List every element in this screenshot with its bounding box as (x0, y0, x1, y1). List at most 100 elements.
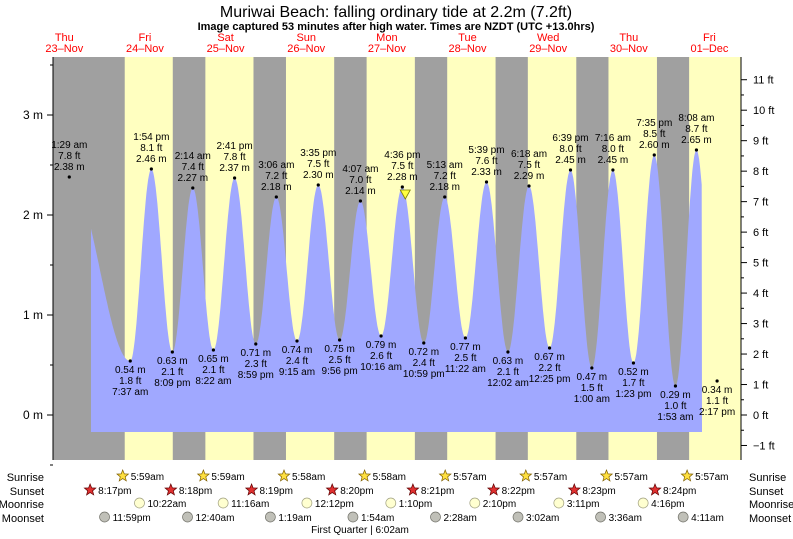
low-tide-point (422, 341, 426, 345)
high-tide-time: 6:18 am (511, 149, 547, 160)
moonrise-icon (134, 497, 145, 509)
day-of-week-label: Sat (217, 32, 234, 44)
low-tide-meters: 0.71 m (240, 348, 271, 359)
current-tide-marker (399, 189, 411, 200)
sunset-row-label-right: Sunset (749, 486, 783, 498)
right-axis: −1 ft 0 ft 1 ft 2 ft 3 ft 4 ft 5 ft 6 ft 7 ft 8 f… (740, 57, 775, 460)
high-tide-meters: 2.14 m (345, 186, 376, 197)
day-date-label: 24–Nov (126, 43, 164, 55)
high-tide-time: 1:29 am (51, 140, 87, 151)
high-tide-point (233, 176, 237, 180)
low-tide-time: 10:16 am (360, 362, 402, 373)
high-tide-point (694, 148, 699, 152)
low-tide-feet: 1.1 ft (706, 396, 728, 407)
moonset-row-label-left: Moonset (2, 513, 44, 525)
high-tide-time: 7:35 pm (636, 118, 672, 129)
moonrise-icon (301, 497, 313, 509)
sunset-time: 8:17pm (98, 486, 131, 497)
moonrise-time: 4:16pm (651, 499, 684, 510)
high-tide-time: 2:41 pm (217, 141, 253, 152)
high-tide-point (484, 180, 489, 184)
high-tide-feet: 7.8 ft (223, 152, 245, 163)
left-tick-label: 0 m (23, 408, 43, 422)
low-tide-feet: 2.5 ft (454, 353, 476, 364)
moonrise-time: 10:22am (147, 499, 186, 510)
low-tide-point (547, 346, 552, 350)
low-tide-meters: 0.47 m (577, 372, 608, 383)
high-tide-point (527, 184, 531, 188)
right-tick-label: 7 ft (753, 197, 768, 209)
high-tide-time: 4:36 pm (384, 150, 420, 161)
low-tide-meters: 0.67 m (534, 352, 565, 363)
sunrise-icon (438, 469, 452, 482)
low-tide-feet: 2.4 ft (413, 358, 435, 369)
low-tide-meters: 0.74 m (282, 345, 313, 356)
high-tide-point (67, 175, 71, 179)
low-tide-point (379, 334, 383, 338)
low-tide-feet: 1.0 ft (664, 401, 686, 412)
moonset-icon (265, 511, 276, 523)
sunrise-icon (519, 469, 533, 482)
high-tide-time: 3:35 pm (300, 148, 336, 159)
sunrise-time: 5:58am (292, 472, 325, 483)
tide-area (91, 150, 702, 432)
right-tick-label: 1 ft (753, 380, 768, 392)
low-tide-time: 8:09 pm (154, 378, 190, 389)
high-tide-meters: 2.37 m (219, 163, 250, 174)
high-tide-feet: 7.0 ft (349, 175, 371, 186)
high-tide-meters: 2.27 m (177, 173, 208, 184)
moonrise-time: 11:16am (231, 499, 269, 510)
high-tide-feet: 8.0 ft (559, 144, 581, 155)
high-tide-feet: 7.8 ft (58, 151, 80, 162)
high-tide-feet: 7.4 ft (182, 162, 204, 173)
low-tide-time: 8:59 pm (238, 370, 274, 381)
high-tide-time: 3:06 am (258, 160, 294, 171)
day-date-label: 27–Nov (368, 43, 406, 55)
low-tide-feet: 1.8 ft (119, 376, 141, 387)
high-tide-meters: 2.45 m (598, 155, 629, 166)
high-tide-meters: 2.38 m (54, 162, 85, 173)
low-tide-time: 7:37 am (112, 387, 148, 398)
sunset-icon (164, 483, 178, 496)
low-tide-feet: 2.3 ft (245, 359, 267, 370)
moonset-time: 11:59pm (113, 513, 151, 524)
sunrise-icon (196, 469, 211, 482)
moonrise-time: 2:10pm (483, 499, 516, 510)
low-tide-time: 12:02 am (487, 378, 529, 389)
moonrise-time: 12:12pm (315, 499, 354, 510)
high-tide-meters: 2.65 m (681, 135, 712, 146)
sunset-icon (567, 483, 581, 496)
moonset-time: 1:54am (361, 513, 394, 524)
low-tide-time: 10:59 pm (403, 369, 445, 380)
tide-labels: 1:29 am7.8 ft2.38 m0.54 m1.8 ft7:37 am1:… (51, 113, 735, 423)
low-tide-time: 11:22 am (445, 364, 486, 375)
high-tide-feet: 8.1 ft (140, 143, 162, 154)
moonset-time: 3:36am (609, 513, 642, 524)
sunset-time: 8:21pm (421, 486, 454, 497)
sunrise-icon (599, 469, 614, 482)
high-tide-feet: 8.7 ft (685, 124, 707, 135)
high-tide-point (191, 186, 195, 190)
day-of-week-label: Thu (619, 32, 638, 44)
sunset-icon (486, 483, 501, 496)
sunset-time: 8:20pm (340, 486, 373, 497)
low-tide-time: 1:00 am (574, 394, 610, 405)
sunrise-icon (277, 469, 291, 482)
sunset-time: 8:19pm (260, 486, 293, 497)
high-tide-feet: 8.5 ft (643, 129, 665, 140)
right-tick-label: 10 ft (753, 105, 774, 117)
moonrise-icon (217, 497, 229, 509)
day-of-week-label: Sun (296, 32, 316, 44)
sunrise-icon (357, 469, 372, 482)
high-tide-time: 5:39 pm (468, 145, 504, 156)
low-tide-point (170, 350, 174, 354)
low-tide-point (715, 379, 719, 383)
low-tide-meters: 0.54 m (115, 365, 146, 376)
sunset-row-label-left: Sunset (10, 486, 44, 498)
sunset-icon (406, 483, 420, 496)
moonrise-row-label-left: Moonrise (0, 499, 44, 511)
sunrise-time: 5:59am (131, 472, 164, 483)
low-tide-time: 8:22 am (195, 376, 231, 387)
low-tide-time: 1:23 pm (615, 389, 651, 400)
